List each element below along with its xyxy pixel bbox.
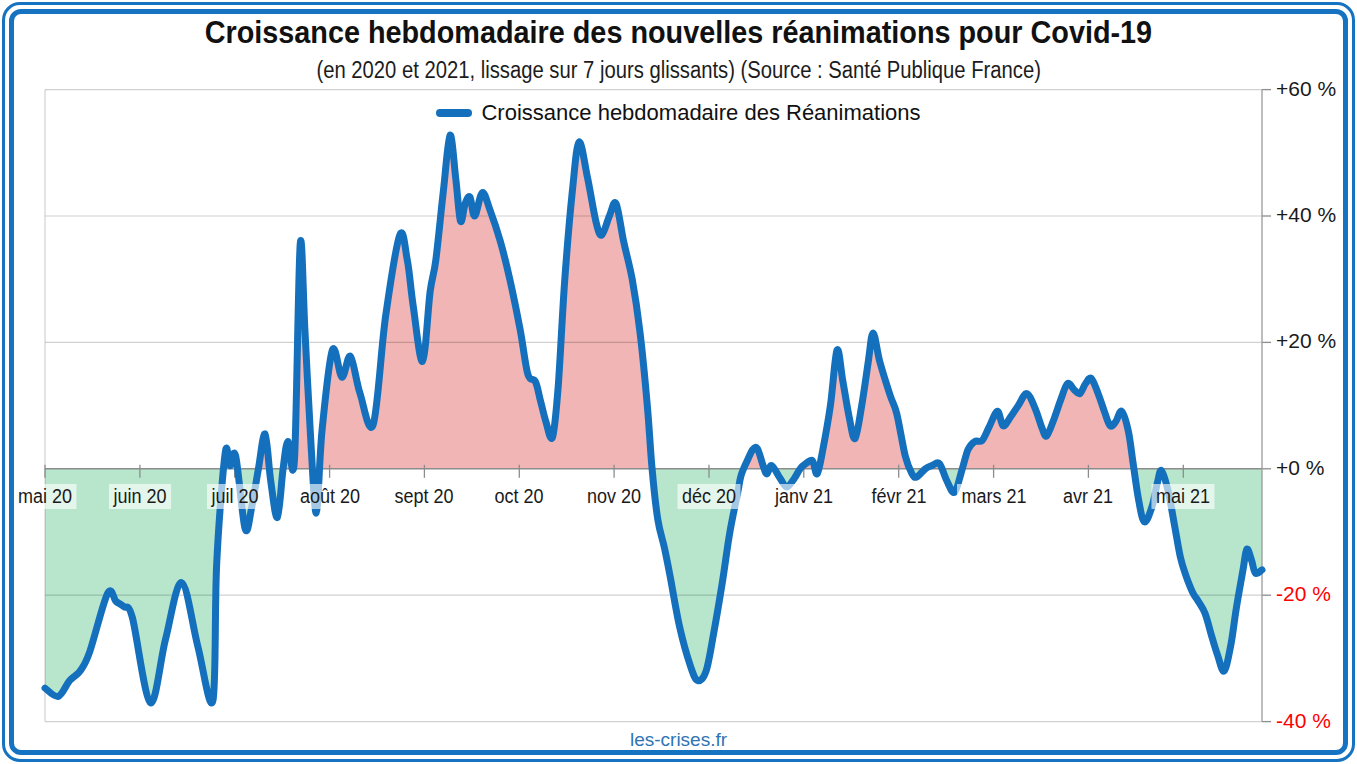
x-tick-label: juil 20 [207, 484, 263, 509]
source-link: les-crises.fr [0, 729, 1357, 751]
x-tick-label: mai 20 [13, 484, 76, 509]
x-tick-label: mars 21 [957, 484, 1031, 509]
legend-label: Croissance hebdomadaire des Réanimations [481, 100, 920, 126]
area-fill-positive [45, 135, 1262, 703]
x-tick-label: août 20 [295, 484, 364, 509]
x-tick-label: févr 21 [867, 484, 931, 509]
legend: Croissance hebdomadaire des Réanimations [0, 100, 1357, 126]
x-tick-label: déc 20 [677, 484, 740, 509]
chart-title: Croissance hebdomadaire des nouvelles ré… [0, 14, 1357, 51]
chart-page: { "chart": { "title": "Croissance hebdom… [0, 0, 1357, 764]
y-tick-label: -20 % [1276, 582, 1331, 606]
x-tick-label: oct 20 [490, 484, 548, 509]
chart-subtitle: (en 2020 et 2021, lissage sur 7 jours gl… [0, 57, 1357, 84]
x-tick-label: sept 20 [390, 484, 458, 509]
x-tick-label: mai 21 [1152, 484, 1215, 509]
x-tick-label: avr 21 [1059, 484, 1118, 509]
chart-subtitle-text: (en 2020 et 2021, lissage sur 7 jours gl… [316, 57, 1041, 84]
y-tick-label: +0 % [1276, 456, 1324, 480]
legend-line-swatch [436, 109, 472, 117]
chart-title-text: Croissance hebdomadaire des nouvelles ré… [205, 14, 1152, 51]
y-tick-label: +40 % [1276, 203, 1336, 227]
x-tick-label: janv 21 [770, 484, 837, 509]
x-tick-label: juin 20 [109, 484, 171, 509]
x-tick-label: nov 20 [583, 484, 646, 509]
y-tick-label: +20 % [1276, 329, 1336, 353]
